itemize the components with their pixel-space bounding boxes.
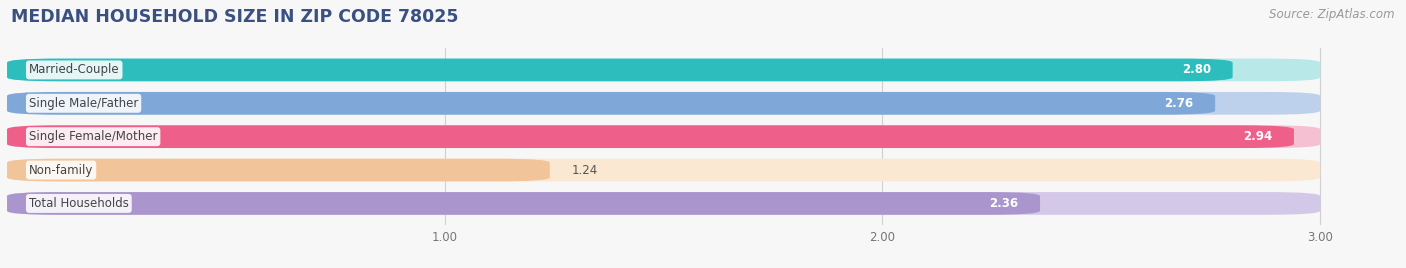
FancyBboxPatch shape [7,159,550,181]
Text: 2.36: 2.36 [988,197,1018,210]
Text: 1.24: 1.24 [572,163,598,177]
Text: 2.80: 2.80 [1181,64,1211,76]
FancyBboxPatch shape [7,125,1320,148]
Text: Single Male/Father: Single Male/Father [30,97,138,110]
FancyBboxPatch shape [7,192,1040,215]
FancyBboxPatch shape [7,125,1294,148]
Text: 2.94: 2.94 [1243,130,1272,143]
Text: MEDIAN HOUSEHOLD SIZE IN ZIP CODE 78025: MEDIAN HOUSEHOLD SIZE IN ZIP CODE 78025 [11,8,458,26]
Text: 2.76: 2.76 [1164,97,1194,110]
FancyBboxPatch shape [7,59,1233,81]
Text: Single Female/Mother: Single Female/Mother [30,130,157,143]
Text: Total Households: Total Households [30,197,129,210]
FancyBboxPatch shape [7,192,1320,215]
Text: Married-Couple: Married-Couple [30,64,120,76]
FancyBboxPatch shape [7,159,1320,181]
Text: Non-family: Non-family [30,163,93,177]
FancyBboxPatch shape [7,92,1320,115]
FancyBboxPatch shape [7,59,1320,81]
Text: Source: ZipAtlas.com: Source: ZipAtlas.com [1270,8,1395,21]
FancyBboxPatch shape [7,92,1215,115]
